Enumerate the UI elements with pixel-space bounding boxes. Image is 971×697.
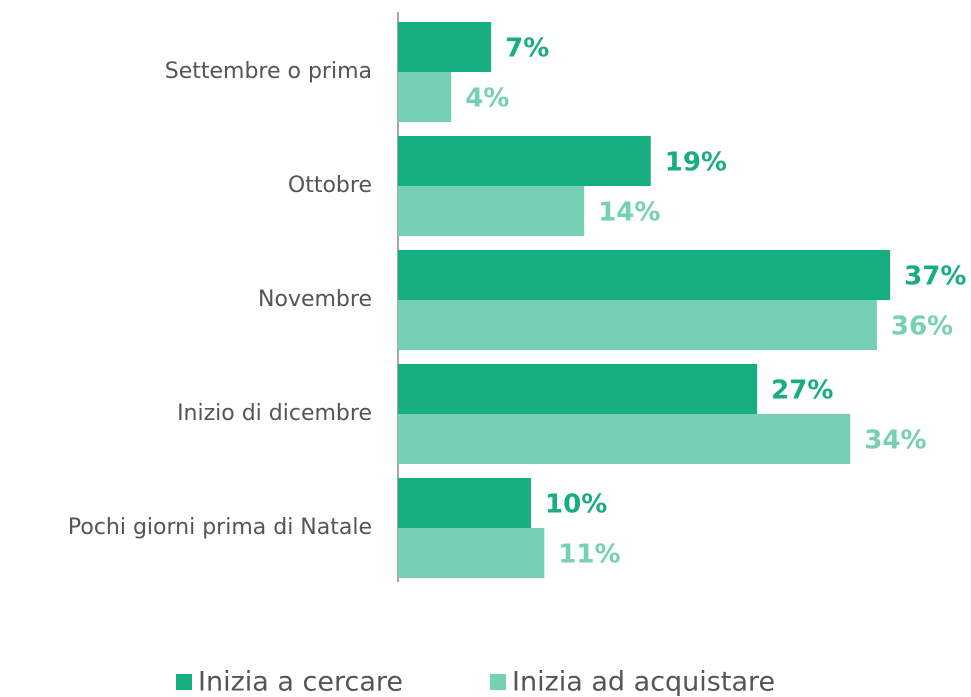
bar xyxy=(398,72,452,122)
value-label: 14% xyxy=(598,198,660,228)
bar xyxy=(398,186,585,236)
value-label: 34% xyxy=(864,426,926,456)
bar xyxy=(398,300,877,350)
value-label: 10% xyxy=(545,490,607,520)
bar xyxy=(398,364,758,414)
legend-swatch xyxy=(490,674,506,690)
y-tick-label: Novembre xyxy=(258,287,372,312)
value-label: 36% xyxy=(891,312,953,342)
value-label: 27% xyxy=(771,376,833,406)
value-label: 4% xyxy=(465,84,509,114)
legend-swatch xyxy=(176,674,192,690)
value-label: 7% xyxy=(505,34,549,64)
value-label: 37% xyxy=(904,262,966,292)
value-label: 19% xyxy=(665,148,727,178)
bar xyxy=(398,136,651,186)
y-tick-label: Inizio di dicembre xyxy=(177,401,372,426)
y-tick-label: Ottobre xyxy=(288,173,372,198)
bar xyxy=(398,478,532,528)
y-tick-label: Settembre o prima xyxy=(165,59,372,84)
y-tick-label: Pochi giorni prima di Natale xyxy=(68,515,372,540)
bar xyxy=(398,22,492,72)
legend-label: Inizia ad acquistare xyxy=(512,667,775,697)
bar xyxy=(398,414,851,464)
bar xyxy=(398,250,891,300)
legend-label: Inizia a cercare xyxy=(198,667,403,697)
value-label: 11% xyxy=(558,540,620,570)
bar xyxy=(398,528,545,578)
